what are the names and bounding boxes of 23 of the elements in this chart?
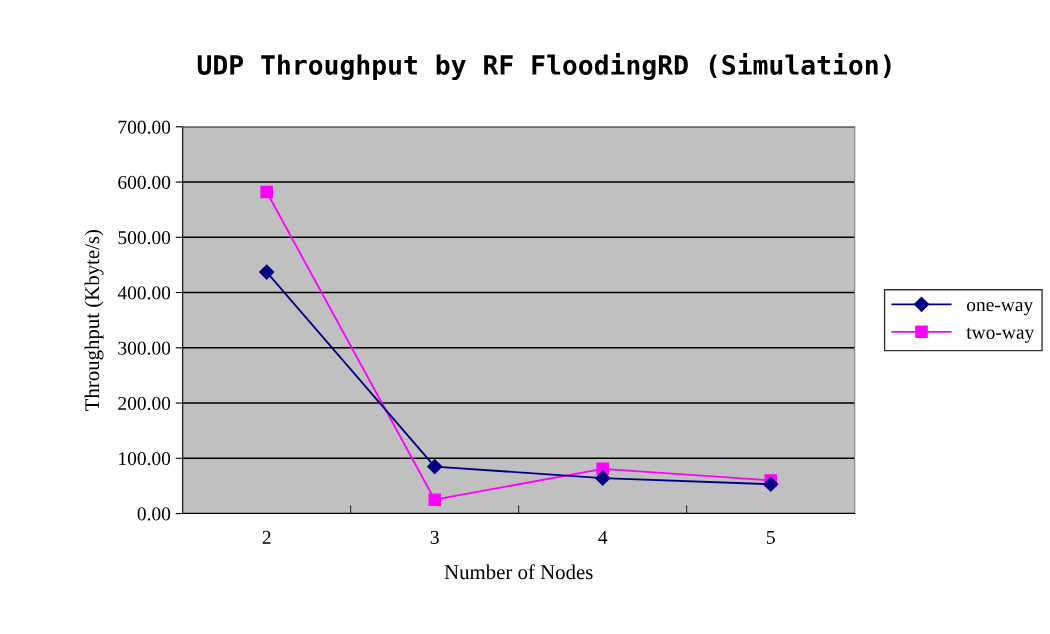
x-tick-label: 5 xyxy=(766,530,775,544)
y-tick-label: 500.00 xyxy=(118,231,171,245)
point xyxy=(427,459,443,475)
y-axis-title: Throughput (Kbyte/s) xyxy=(84,229,104,411)
point xyxy=(428,493,441,506)
point xyxy=(763,476,779,492)
x-axis-title: Number of Nodes xyxy=(444,564,593,580)
y-tick-label: 100.00 xyxy=(119,452,171,466)
y-tick-label: 300.00 xyxy=(118,341,171,355)
point xyxy=(260,185,273,199)
y-tick-label: 700.00 xyxy=(118,120,171,134)
legend-label: two-way xyxy=(966,327,1035,343)
x-tick-label: 2 xyxy=(262,530,271,544)
chart-title: UDP Throughput by RF FloodingRD (Simulation) xyxy=(197,53,891,81)
y-tick-label: 200.00 xyxy=(118,396,171,411)
point xyxy=(595,470,611,486)
y-tick-label: 0.00 xyxy=(137,507,171,521)
y-tick-label: 600.00 xyxy=(118,175,171,190)
legend-label: one-way xyxy=(966,301,1034,316)
x-tick-label: 4 xyxy=(598,530,608,544)
y-tick-label: 400.00 xyxy=(117,286,171,300)
x-tick-label: 3 xyxy=(430,530,439,544)
point xyxy=(259,264,275,280)
